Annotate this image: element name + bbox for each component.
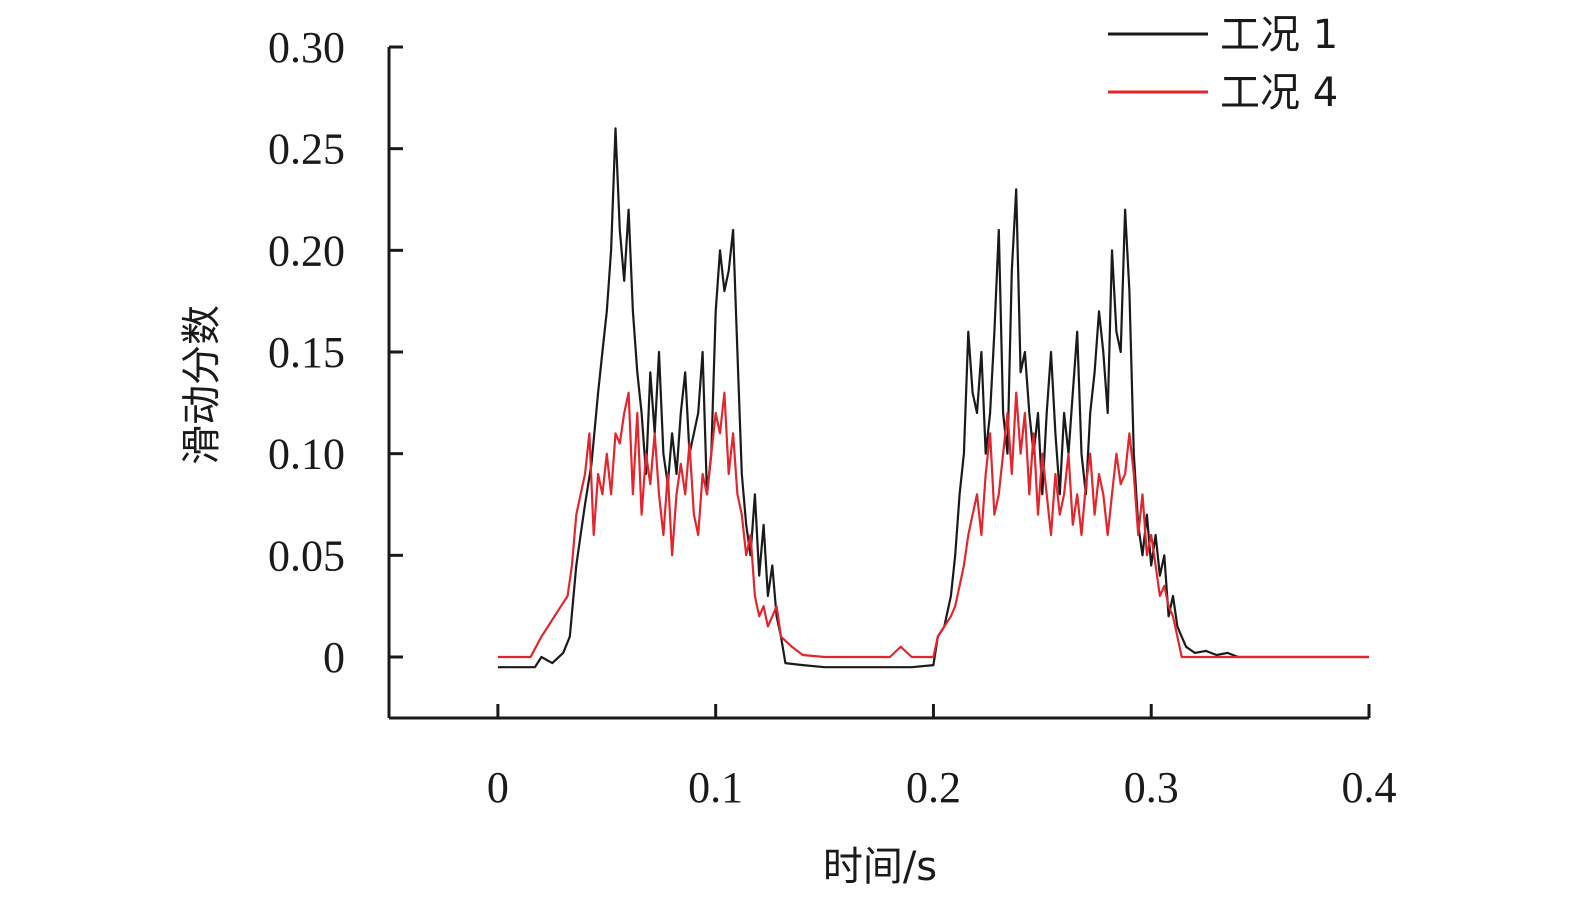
y-tick-label: 0.25 bbox=[268, 125, 345, 174]
series-line-1 bbox=[497, 127, 1369, 669]
series-line-2 bbox=[497, 391, 1369, 659]
ticks: 0 0.05 0.10 0.15 0.20 0.25 0.30 0 0.1 0.2 0.3 0.4 bbox=[268, 23, 1397, 812]
x-tick-label: 0.3 bbox=[1124, 763, 1179, 812]
legend: 工况 1 工况 4 bbox=[1108, 12, 1338, 116]
legend-label-1: 工况 1 bbox=[1220, 12, 1338, 58]
y-tick-label: 0.20 bbox=[268, 226, 345, 275]
y-tick-label: 0.05 bbox=[268, 531, 345, 580]
y-tick-label: 0.30 bbox=[268, 23, 345, 72]
x-tick-label: 0.4 bbox=[1342, 763, 1397, 812]
x-tick-label: 0.1 bbox=[688, 763, 743, 812]
plot-area bbox=[497, 127, 1369, 669]
y-tick-label: 0.10 bbox=[268, 430, 345, 479]
x-axis-title: 时间/s bbox=[823, 844, 937, 890]
x-tick-label: 0.2 bbox=[906, 763, 961, 812]
axes bbox=[387, 47, 1369, 720]
y-tick-label: 0.15 bbox=[268, 328, 345, 377]
x-tick-label: 0 bbox=[487, 763, 509, 812]
y-tick-label: 0 bbox=[323, 633, 345, 682]
y-axis-title: 滑动分数 bbox=[179, 305, 225, 465]
legend-label-2: 工况 4 bbox=[1220, 70, 1338, 116]
